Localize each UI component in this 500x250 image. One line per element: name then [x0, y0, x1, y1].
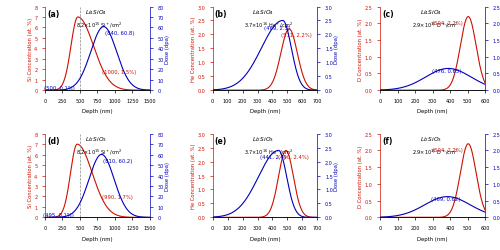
Text: Li$_4$SiO$_4$: Li$_4$SiO$_4$ — [85, 8, 107, 17]
Text: (441, 2.4): (441, 2.4) — [260, 155, 286, 160]
Text: Li$_4$SiO$_4$: Li$_4$SiO$_4$ — [420, 8, 442, 17]
Y-axis label: Dose (dpa): Dose (dpa) — [165, 162, 170, 190]
Text: (495, 0.1%): (495, 0.1%) — [44, 212, 74, 217]
X-axis label: Depth (nm): Depth (nm) — [418, 109, 448, 114]
Text: Li$_2$SiO$_3$: Li$_2$SiO$_3$ — [420, 135, 442, 144]
Text: (1000, 1.5%): (1000, 1.5%) — [102, 70, 136, 75]
Text: 8.2×10$^{15}$ Si$^+$/cm$^2$: 8.2×10$^{15}$ Si$^+$/cm$^2$ — [76, 21, 123, 30]
Text: (469, 2.5): (469, 2.5) — [264, 26, 290, 31]
Text: (500, 0.1%): (500, 0.1%) — [44, 85, 74, 90]
Text: 2.9×10$^{16}$ D$^+$/cm$^2$: 2.9×10$^{16}$ D$^+$/cm$^2$ — [412, 148, 458, 157]
Y-axis label: Dose (dpa): Dose (dpa) — [165, 35, 170, 64]
Y-axis label: D Concentration (at. %): D Concentration (at. %) — [358, 18, 364, 80]
Y-axis label: Si Concentration (at. %): Si Concentration (at. %) — [28, 18, 33, 81]
Text: (840, 60.8): (840, 60.8) — [104, 31, 134, 36]
Text: (b): (b) — [214, 10, 227, 19]
Text: (504, 2.2%): (504, 2.2%) — [432, 148, 462, 152]
Text: 3.7×10$^{16}$ He$^+$/cm$^2$: 3.7×10$^{16}$ He$^+$/cm$^2$ — [244, 21, 293, 30]
Y-axis label: Dose (dpa): Dose (dpa) — [334, 162, 339, 190]
Y-axis label: Dose (dpa): Dose (dpa) — [334, 35, 339, 64]
Text: (469, 0.62): (469, 0.62) — [430, 196, 460, 202]
Text: (f): (f) — [382, 137, 392, 146]
Y-axis label: Si Concentration (at. %): Si Concentration (at. %) — [28, 144, 33, 207]
Text: 2.9×10$^{16}$ D$^+$/cm$^2$: 2.9×10$^{16}$ D$^+$/cm$^2$ — [412, 21, 458, 30]
Text: Li$_4$SiO$_4$: Li$_4$SiO$_4$ — [252, 8, 274, 17]
Text: (990, 1.7%): (990, 1.7%) — [102, 194, 132, 199]
Text: (810, 60.2): (810, 60.2) — [102, 158, 132, 163]
Text: (495, 33.0): (495, 33.0) — [0, 249, 1, 250]
X-axis label: Depth (nm): Depth (nm) — [250, 109, 280, 114]
Text: (a): (a) — [47, 10, 60, 19]
Text: (c): (c) — [382, 10, 394, 19]
Text: (476, 0.65): (476, 0.65) — [432, 69, 462, 74]
Text: (d): (d) — [47, 137, 60, 146]
Text: (511, 2.2%): (511, 2.2%) — [280, 33, 312, 38]
Y-axis label: He Concentration (at. %): He Concentration (at. %) — [191, 16, 196, 82]
X-axis label: Depth (nm): Depth (nm) — [82, 109, 112, 114]
Y-axis label: He Concentration (at. %): He Concentration (at. %) — [191, 143, 196, 208]
Text: (504, 2.2%): (504, 2.2%) — [432, 21, 462, 26]
X-axis label: Depth (nm): Depth (nm) — [250, 236, 280, 240]
Text: Li$_2$SiO$_3$: Li$_2$SiO$_3$ — [252, 135, 274, 144]
Y-axis label: D Concentration (at. %): D Concentration (at. %) — [358, 145, 364, 207]
Text: Li$_2$SiO$_3$: Li$_2$SiO$_3$ — [85, 135, 107, 144]
Text: 8.2×10$^{15}$ Si$^+$/cm$^2$: 8.2×10$^{15}$ Si$^+$/cm$^2$ — [76, 148, 123, 157]
Text: (490, 2.4%): (490, 2.4%) — [278, 155, 308, 160]
Text: (e): (e) — [214, 137, 227, 146]
Text: 3.7×10$^{16}$ He$^+$/cm$^2$: 3.7×10$^{16}$ He$^+$/cm$^2$ — [244, 148, 293, 157]
Text: (500, 30.6): (500, 30.6) — [0, 249, 1, 250]
X-axis label: Depth (nm): Depth (nm) — [418, 236, 448, 240]
X-axis label: Depth (nm): Depth (nm) — [82, 236, 112, 240]
